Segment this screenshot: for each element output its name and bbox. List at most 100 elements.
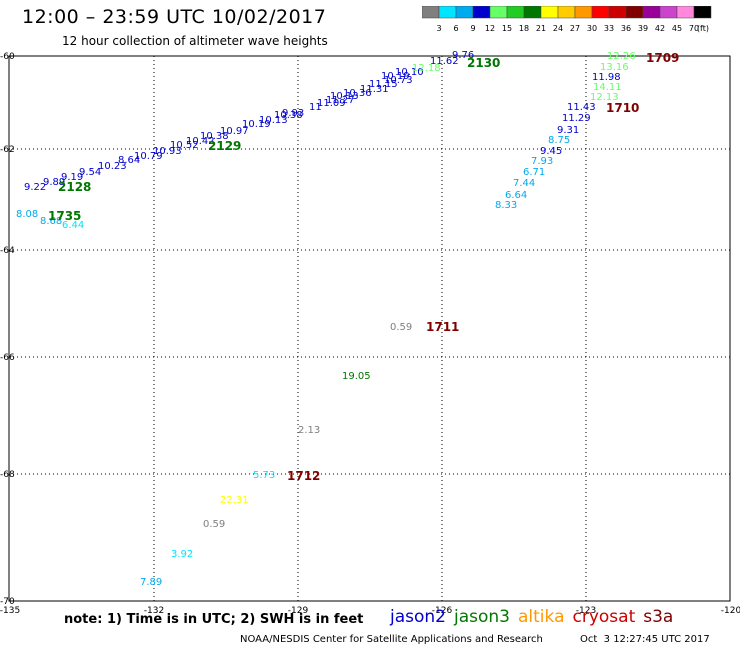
satellite-source-label: jason3 [454, 607, 510, 627]
satellite-legend: jason2 jason3 altika cryosat s3a [390, 607, 681, 627]
wave-height-label: 11.29 [562, 113, 591, 124]
wave-height-label: 9.45 [540, 146, 562, 157]
legend-tick-label: 21 [536, 24, 546, 33]
pass-time-label: 1711 [426, 320, 459, 334]
page-title: 12:00 – 23:59 UTC 10/02/2017 [22, 6, 327, 28]
graticule [9, 56, 730, 601]
pass-time-label: 2128 [58, 180, 91, 194]
note-text: note: 1) Time is in UTC; 2) SWH is in fe… [64, 612, 364, 627]
pass-time-label: 1709 [646, 51, 679, 65]
wave-height-label: 11 [309, 102, 322, 113]
legend-tick-label: 9 [470, 24, 475, 33]
wave-height-label: 10.13 [330, 91, 359, 102]
map-frame [8, 55, 731, 602]
legend-swatch [438, 6, 457, 19]
pass-time-label: 1710 [606, 101, 639, 115]
wave-height-label: 10.38 [274, 110, 303, 121]
wave-height-label: 6.71 [523, 167, 545, 178]
legend-tick-label: 6 [453, 24, 458, 33]
wave-height-label: 12.26 [607, 51, 636, 62]
satellite-source-label: cryosat [572, 607, 636, 627]
wave-height-label: 9.76 [452, 50, 474, 61]
lon-tick-label: -135 [0, 606, 20, 616]
wave-height-label: 7.44 [513, 178, 535, 189]
legend-swatch [642, 6, 661, 19]
lat-tick-label: -60 [0, 52, 15, 62]
legend-tick-label: 12 [485, 24, 495, 33]
wave-height-label: 13.16 [600, 62, 629, 73]
wave-height-label: 6.44 [62, 220, 84, 231]
pass-time-label: 2129 [208, 139, 241, 153]
wave-height-label: 22.31 [220, 495, 249, 506]
legend-swatch [659, 6, 678, 19]
wave-height-label: 12.18 [412, 63, 441, 74]
legend-swatch [591, 6, 610, 19]
wave-height-label: 9.22 [24, 182, 46, 193]
wave-height-label: 7.93 [531, 156, 553, 167]
legend-tick-label: 33 [604, 24, 614, 33]
lat-tick-label: -64 [0, 246, 15, 256]
wave-height-label: 10.93 [153, 146, 182, 157]
legend-tick-label: 42 [655, 24, 665, 33]
legend-tick-label: 39 [638, 24, 648, 33]
legend-tick-label: 30 [587, 24, 597, 33]
generated-timestamp: Oct 3 12:27:45 UTC 2017 [580, 634, 710, 645]
legend-swatch [557, 6, 576, 19]
legend-swatch [506, 6, 525, 19]
legend-swatch [540, 6, 559, 19]
wave-height-label: 11.09 [317, 98, 346, 109]
credit-line: NOAA/NESDIS Center for Satellite Applica… [240, 634, 543, 645]
legend-tick-label: 18 [519, 24, 529, 33]
legend-swatch [574, 6, 593, 19]
wave-height-label: 10.97 [220, 126, 249, 137]
satellite-source-label: s3a [643, 607, 674, 627]
legend-swatch [676, 6, 695, 19]
wave-height-labels: 9.229.899.199.5410.238.6410.7910.9310.52… [16, 50, 636, 588]
legend-tick-label: 3 [436, 24, 441, 33]
wave-height-label: 0.59 [390, 322, 412, 333]
tick-labels: -135 -132 -129 -126 -123 -120 -60 -62 -64 -66 -68 -… [0, 52, 740, 616]
legend-swatch [693, 6, 712, 19]
wave-height-label: 10.42 [186, 136, 215, 147]
wave-height-label: 8.68 [40, 216, 62, 227]
pass-time-label: 1735 [48, 209, 81, 223]
legend-tick-label: 45 [672, 24, 682, 33]
wave-height-label: 7.89 [140, 577, 162, 588]
wave-height-label: 11.31 [360, 84, 389, 95]
wave-height-label: 9.89 [43, 177, 65, 188]
wave-height-label: 8.64 [118, 155, 140, 166]
pass-time-label: 1712 [287, 469, 320, 483]
legend-unit: (ft) [697, 24, 709, 33]
wave-height-label: 10.23 [98, 161, 127, 172]
wave-height-label: 11.98 [592, 72, 621, 83]
wave-height-label: 10.38 [200, 131, 229, 142]
wave-height-label: 11.62 [430, 56, 459, 67]
wave-height-label: 10.10 [395, 67, 424, 78]
wave-height-label: 9.31 [557, 125, 579, 136]
wave-height-label: 10.73 [384, 75, 413, 86]
lon-tick-label: -126 [432, 606, 453, 616]
legend-swatch [422, 6, 440, 19]
wave-height-label: 8.33 [495, 200, 517, 211]
legend-swatch [472, 6, 491, 19]
wave-height-label: 10.19 [242, 119, 271, 130]
wave-height-label: 9.93 [282, 108, 304, 119]
satellite-source-label: altika [518, 607, 565, 627]
wave-height-label: 12.13 [590, 92, 619, 103]
wave-height-label: 11.43 [567, 102, 596, 113]
lon-tick-label: -132 [144, 606, 164, 616]
wave-height-label: 19.05 [342, 371, 371, 382]
satellite-source-label: jason2 [390, 607, 446, 627]
lon-tick-label: -123 [576, 606, 596, 616]
wave-height-label: 9.19 [61, 172, 83, 183]
wave-height-label: 11.27 [326, 95, 355, 106]
wave-height-label: 10.19 [381, 71, 410, 82]
legend-swatch [608, 6, 627, 19]
lon-tick-label: -129 [288, 606, 309, 616]
lat-tick-label: -66 [0, 353, 15, 363]
page-subtitle: 12 hour collection of altimeter wave hei… [62, 34, 328, 48]
legend-tick-label: 24 [553, 24, 563, 33]
pass-time-labels: 2128 2129 2130 1735 1709 1710 1711 1712 [48, 51, 679, 483]
lat-tick-label: -62 [0, 145, 15, 155]
legend-swatch [523, 6, 542, 19]
